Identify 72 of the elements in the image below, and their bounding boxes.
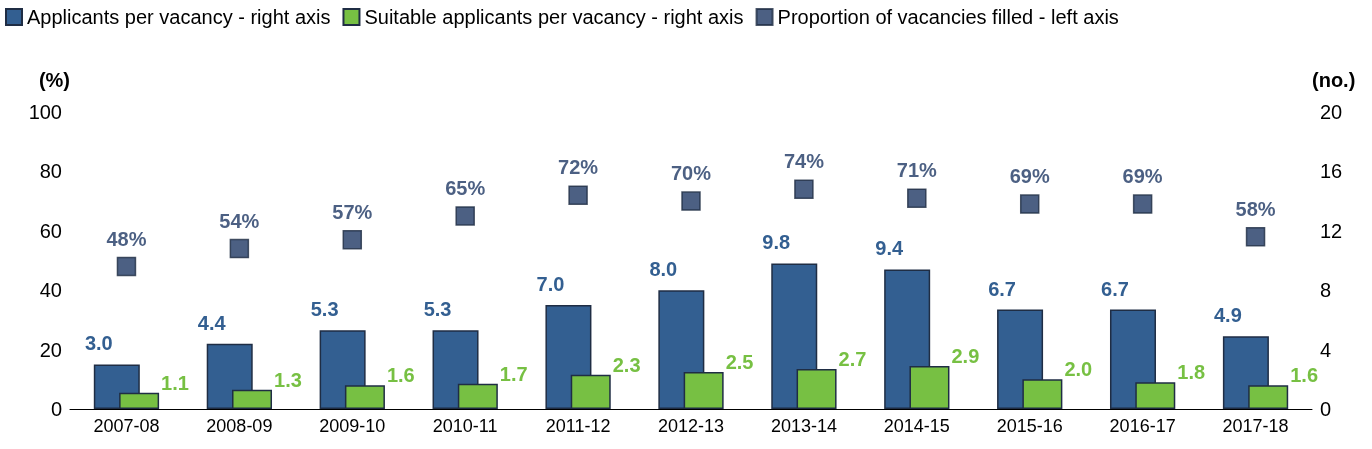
x-tick-label: 2015-16 [996, 416, 1063, 436]
data-label: 72% [558, 156, 599, 179]
data-label: 5.3 [423, 298, 452, 321]
data-label: 5.3 [310, 298, 339, 321]
point [1132, 194, 1153, 214]
data-label: 6.7 [988, 277, 1016, 300]
x-tick-label: 2012-13 [657, 416, 725, 436]
y2-tick-label: 16 [1320, 160, 1343, 183]
x-tick-label: 2016-17 [1109, 416, 1176, 436]
y-tick-label: 0 [50, 398, 62, 420]
data-label: 69% [1122, 165, 1163, 188]
data-label: 70% [670, 162, 712, 185]
legend-label: Applicants per vacancy - right axis [27, 6, 331, 28]
point [229, 238, 250, 259]
data-label: 2.0 [1064, 358, 1093, 381]
data-label: 65% [445, 177, 486, 200]
data-label: 1.6 [386, 364, 415, 387]
x-tick-label: 2007-08 [93, 416, 160, 436]
y2-axis-title: (no.) [1312, 69, 1356, 91]
point [794, 179, 814, 199]
legend-label: Suitable applicants per vacancy - right axis [364, 6, 744, 28]
y-tick-label: 100 [28, 101, 62, 123]
data-label: 2.3 [612, 353, 641, 376]
data-label: 54% [219, 209, 260, 232]
point [907, 188, 927, 208]
data-label: 1.3 [274, 368, 302, 391]
x-tick-label: 2013-14 [770, 416, 837, 436]
point [568, 185, 588, 205]
data-label: 7.0 [536, 273, 565, 296]
x-tick-label: 2009-10 [319, 416, 386, 436]
data-label: 9.4 [875, 237, 904, 260]
data-label: 4.4 [197, 311, 227, 334]
data-label: 2.5 [725, 350, 754, 373]
y-axis-title: (%) [38, 69, 70, 91]
data-label: 1.7 [499, 362, 528, 385]
data-label: 69% [1009, 165, 1050, 188]
x-tick-label: 2008-09 [206, 416, 273, 436]
y2-tick-label: 0 [1320, 398, 1332, 420]
point [116, 256, 137, 277]
point [681, 191, 701, 211]
data-label: 1.1 [161, 371, 189, 394]
y2-tick-label: 4 [1320, 338, 1332, 361]
data-label: 4.9 [1213, 304, 1242, 327]
y-tick-label: 80 [39, 160, 62, 183]
data-label: 58% [1235, 197, 1276, 220]
point [1245, 226, 1266, 247]
point [455, 206, 475, 226]
y2-tick-label: 20 [1320, 101, 1343, 123]
y2-tick-label: 8 [1320, 279, 1332, 302]
x-tick-label: 2014-15 [883, 416, 950, 436]
data-label: 9.8 [762, 231, 791, 254]
x-tick-label: 2011-12 [545, 416, 611, 436]
point [1019, 194, 1040, 214]
data-label: 6.7 [1101, 277, 1129, 300]
y-tick-label: 40 [39, 279, 62, 302]
data-label: 2.7 [838, 347, 867, 370]
data-label: 74% [783, 150, 825, 173]
data-label: 3.0 [84, 332, 113, 355]
legend-label: Proportion of vacancies filled - left axis [777, 6, 1119, 28]
data-label: 71% [896, 159, 938, 182]
y-tick-label: 60 [39, 219, 62, 242]
y-tick-label: 20 [39, 338, 62, 361]
data-label: 1.8 [1177, 361, 1206, 384]
y2-tick-label: 12 [1320, 219, 1343, 242]
data-label: 8.0 [649, 258, 678, 281]
data-label: 57% [332, 200, 373, 223]
point [342, 229, 363, 250]
data-label: 48% [106, 227, 147, 250]
data-label: 1.6 [1290, 364, 1319, 387]
x-tick-label: 2010-11 [432, 416, 498, 436]
data-label: 2.9 [951, 344, 980, 367]
x-tick-label: 2017-18 [1222, 416, 1289, 436]
